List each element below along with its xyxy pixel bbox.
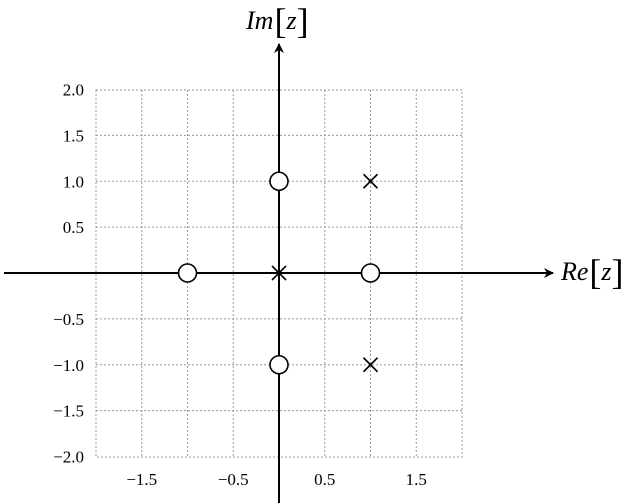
x-tick-label: −0.5 [218,470,249,489]
y-tick-label: 1.5 [63,126,84,145]
pole-marker [271,265,287,281]
x-tick-label: 0.5 [314,470,335,489]
y-tick-label: −0.5 [53,310,84,329]
x-tick-label: 1.5 [406,470,427,489]
y-axis-title: Im[z] [245,1,309,41]
y-axis-title-variable: z [285,6,296,35]
x-axis-title-variable: z [600,257,611,286]
y-tick-label: −1.0 [53,356,84,375]
zero-marker [269,354,289,375]
y-tick-label: 1.0 [63,172,84,191]
tick-labels: −1.5 −0.5 0.5 1.5 2.0 1.5 1.0 0.5 −0.5 −1.0 −1.5 −2… [53,81,427,490]
zero-marker [269,171,289,192]
markers [177,171,381,375]
y-tick-label: 2.0 [63,81,84,100]
y-tick-label: −1.5 [53,402,84,421]
x-axis-title-prefix: Re [560,257,588,286]
pole-marker-stroke [362,173,379,189]
pole-marker [362,173,379,189]
y-tick-label: 0.5 [63,218,84,237]
pole-marker-stroke [271,265,287,281]
x-axis-title: Re[z] [560,252,624,292]
zero-marker [177,263,198,283]
y-tick-label: −2.0 [53,448,84,467]
pole-marker [362,357,379,373]
pole-marker-stroke [362,357,379,373]
zero-marker [360,263,381,283]
y-axis-title-prefix: Im [245,6,273,35]
axis-titles: Im[z] Re[z] [245,1,624,292]
x-tick-label: −1.5 [126,470,157,489]
